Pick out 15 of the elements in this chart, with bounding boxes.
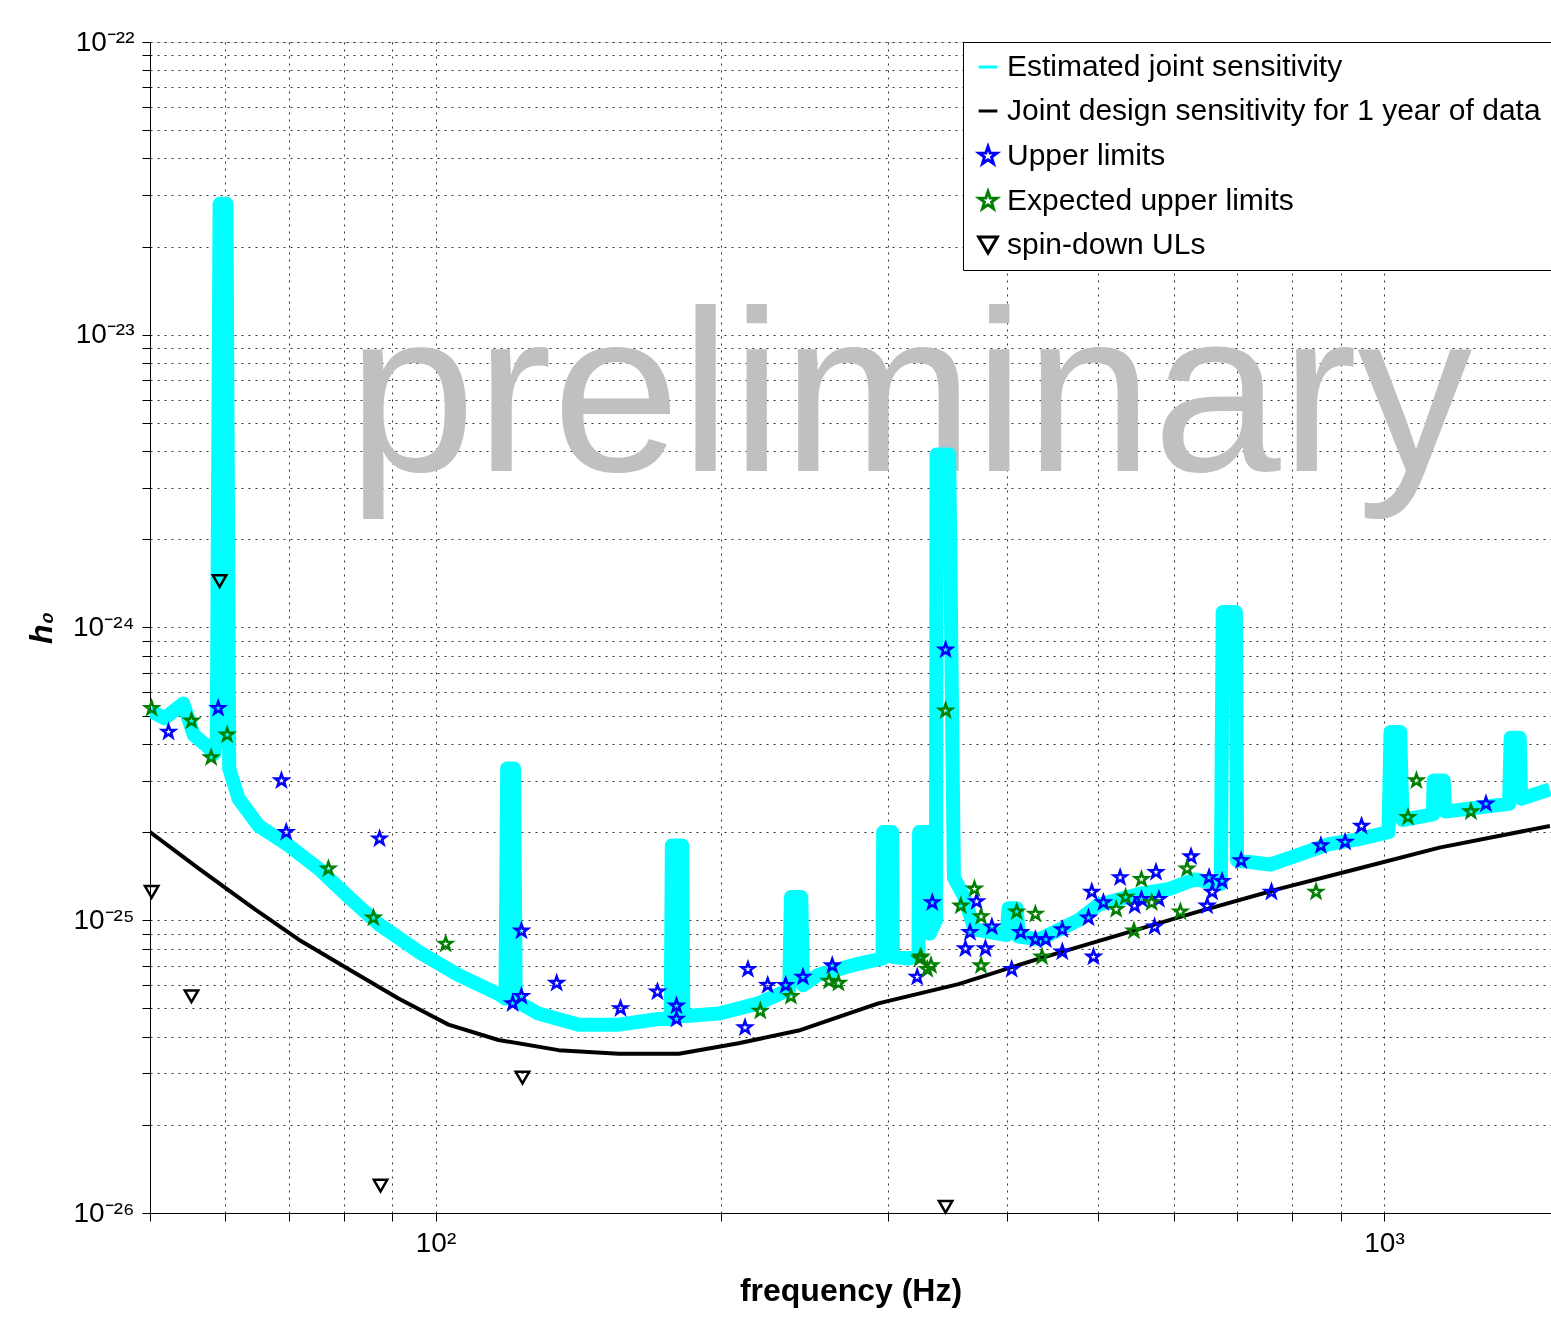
y-tick-label: 10⁻²⁵ — [73, 903, 135, 935]
x-axis-title: frequency (Hz) — [739, 1271, 963, 1308]
x-tick-label: 10² — [415, 1226, 457, 1258]
legend-label: Joint design sensitivity for 1 year of data — [1007, 93, 1541, 126]
legend-label: Upper limits — [1007, 138, 1166, 171]
y-tick-label: 10⁻²⁴ — [73, 611, 135, 642]
legend-label: Estimated joint sensitivity — [1007, 49, 1343, 82]
y-tick-label: 10⁻²³ — [75, 318, 135, 350]
y-tick-label: 10⁻²⁶ — [73, 1196, 135, 1228]
x-tick-label: 10³ — [1364, 1226, 1405, 1258]
legend-label: Expected upper limits — [1007, 183, 1294, 216]
y-tick-label: 10⁻²² — [75, 25, 135, 57]
y-axis-title: h₀ — [23, 611, 59, 645]
legend-label: spin-down ULs — [1007, 227, 1206, 260]
annotation: preliminary — [347, 263, 1473, 520]
